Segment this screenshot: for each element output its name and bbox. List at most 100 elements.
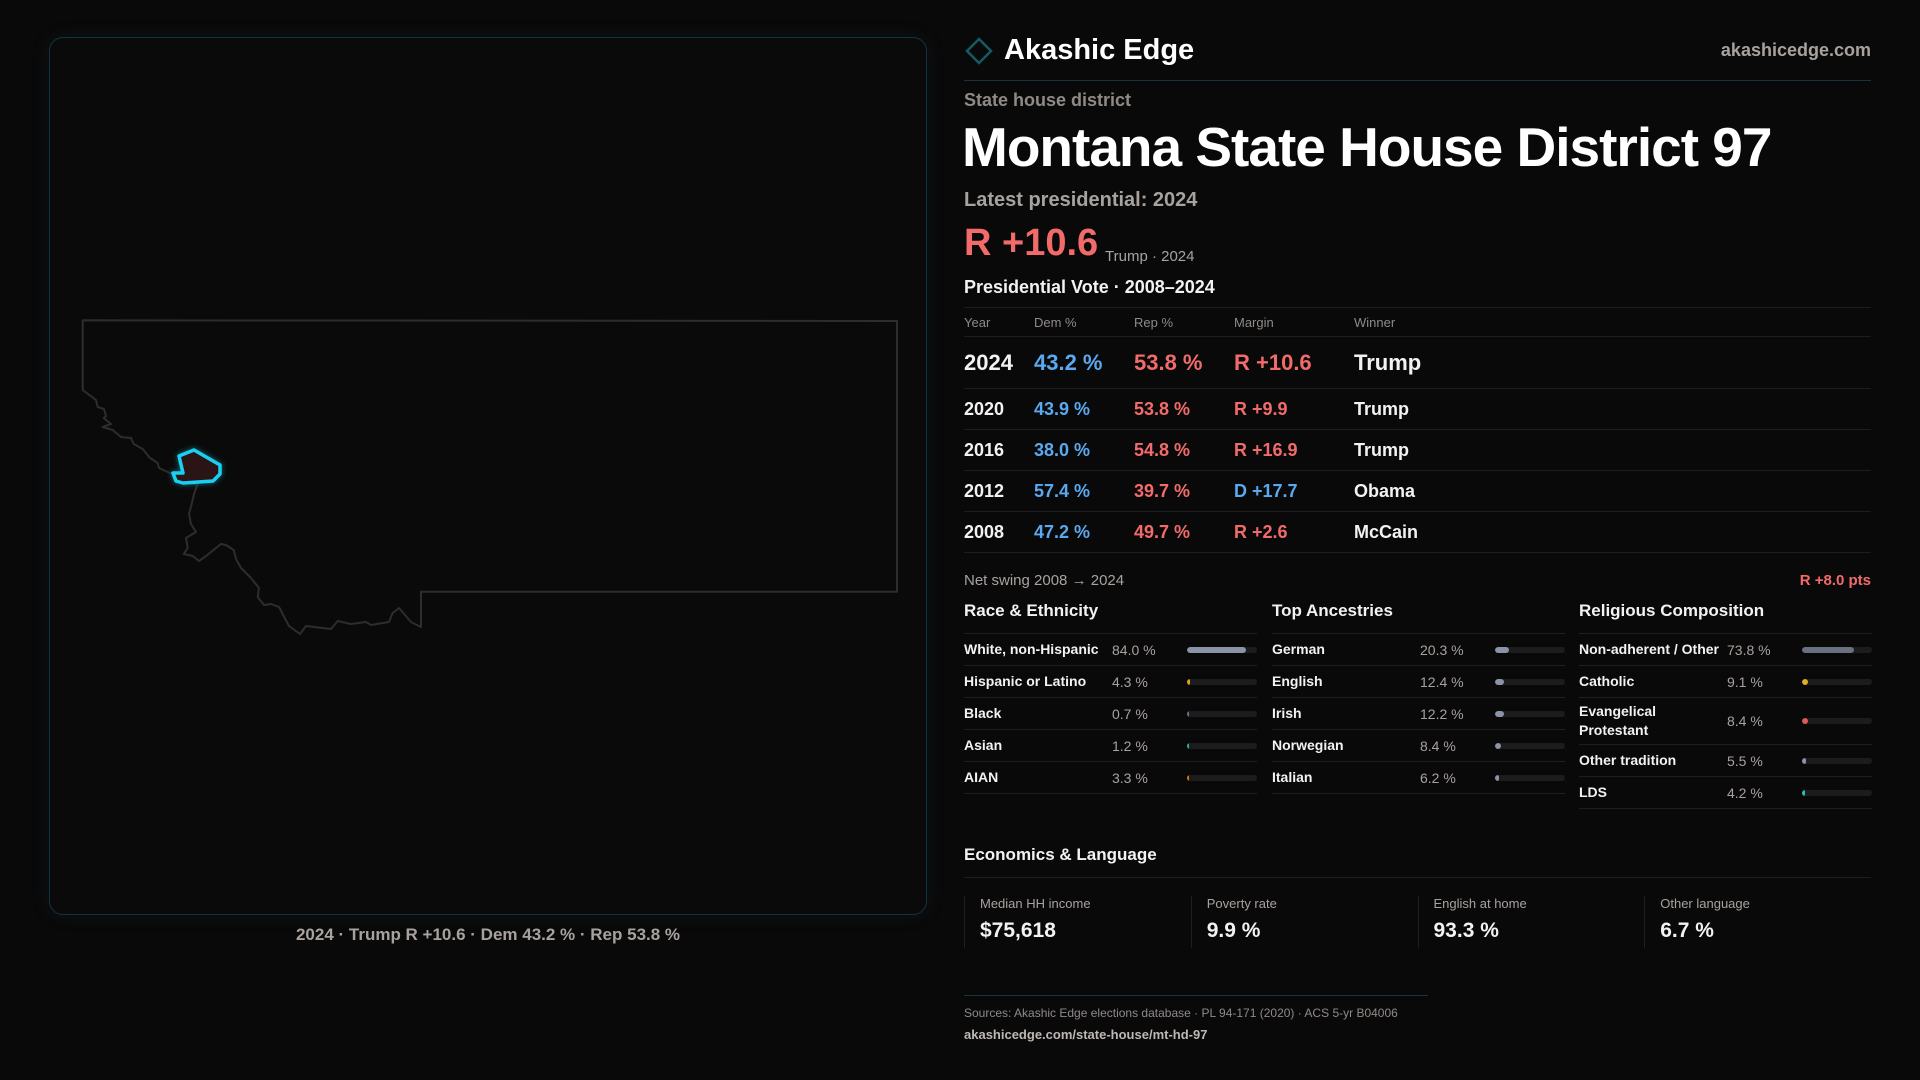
stat-label: Other tradition (1579, 752, 1677, 768)
stat-bar-fill (1802, 678, 1809, 685)
montana-state-outline (81, 319, 898, 635)
year-cell: 2020 (964, 398, 1005, 419)
page-title: Montana State House District 97 (962, 116, 1772, 178)
stat-value: 12.2 % (1420, 705, 1464, 722)
stat-row: Hispanic or Latino 4.3 % (964, 666, 1257, 698)
page-url[interactable]: akashicedge.com/state-house/mt-hd-97 (964, 1027, 1208, 1042)
stat-row: Italian 6.2 % (1272, 762, 1565, 794)
stat-card: Median HH income $75,618 (964, 896, 1191, 948)
stat-card-value: 6.7 % (1660, 919, 1714, 942)
economics-section: Economics & Language Median HH income $75… (964, 845, 1871, 948)
stat-label: Norwegian (1272, 737, 1344, 753)
stat-value: 3.3 % (1112, 769, 1148, 786)
margin-cell: R +2.6 (1234, 521, 1288, 542)
stat-row: LDS 4.2 % (1579, 777, 1872, 809)
stat-value: 8.4 % (1420, 737, 1456, 754)
stat-value: 4.2 % (1727, 784, 1763, 801)
stat-value: 9.1 % (1727, 673, 1763, 690)
col-winner: Winner (1354, 314, 1396, 330)
stat-label: Irish (1272, 705, 1302, 721)
stat-row: AIAN 3.3 % (964, 762, 1257, 794)
district-highlight[interactable] (171, 448, 222, 485)
stat-row: Asian 1.2 % (964, 730, 1257, 762)
stat-card-value: 93.3 % (1433, 919, 1499, 942)
brand-logo[interactable]: Akashic Edge (964, 34, 1194, 67)
stat-row: Catholic 9.1 % (1579, 666, 1872, 698)
stat-bar-fill (1495, 678, 1504, 685)
stat-bar-fill (1187, 774, 1190, 781)
rep-cell: 39.7 % (1134, 480, 1191, 501)
margin-cell: R +10.6 (1234, 349, 1312, 375)
stat-row: Other tradition 5.5 % (1579, 745, 1872, 777)
stat-value: 84.0 % (1112, 641, 1156, 658)
sources-text: Sources: Akashic Edge elections database… (964, 1006, 1398, 1020)
margin-cell: R +16.9 (1234, 439, 1298, 460)
col-rep: Rep % (1134, 314, 1174, 330)
year-cell: 2008 (964, 521, 1005, 542)
winner-cell: Trump (1354, 349, 1422, 375)
stat-label: German (1272, 641, 1325, 657)
dem-cell: 38.0 % (1034, 439, 1091, 460)
stat-label: Evangelical Protestant (1579, 703, 1657, 738)
winner-cell: Trump (1354, 439, 1410, 460)
stat-bar (1495, 678, 1565, 685)
section-title: Religious Composition (1579, 601, 1872, 634)
latest-margin-sub: Trump · 2024 (1105, 248, 1195, 265)
stat-section: Race & Ethnicity White, non-Hispanic 84.0 … (964, 601, 1257, 794)
stat-bar-fill (1187, 742, 1190, 749)
stat-row: German 20.3 % (1272, 634, 1565, 666)
stat-row: Evangelical Protestant 8.4 % (1579, 698, 1872, 745)
stat-bar (1802, 757, 1872, 764)
district-kind: State house district (964, 90, 1132, 110)
vote-table: Year Dem % Rep % Margin Winner 2024 43.2 … (964, 307, 1871, 553)
stat-value: 6.2 % (1420, 769, 1456, 786)
table-row: 2016 38.0 % 54.8 % R +16.9 Trump (964, 430, 1871, 471)
rep-cell: 49.7 % (1134, 521, 1191, 542)
year-cell: 2016 (964, 439, 1005, 460)
year-cell: 2024 (964, 349, 1013, 375)
stat-value: 73.8 % (1727, 641, 1771, 658)
map-caption: 2024 · Trump R +10.6 · Dem 43.2 % · Rep … (295, 925, 681, 944)
stat-card-label: Median HH income (980, 896, 1091, 911)
economics-title: Economics & Language (964, 845, 1871, 878)
stat-label: Asian (964, 737, 1003, 753)
stat-bar-fill (1187, 646, 1246, 653)
stat-row: Irish 12.2 % (1272, 698, 1565, 730)
stat-bar-fill (1802, 646, 1854, 653)
stat-card-value: $75,618 (980, 919, 1056, 942)
district-map[interactable] (50, 38, 928, 916)
stat-label: LDS (1579, 784, 1607, 800)
rep-cell: 53.8 % (1134, 349, 1203, 375)
stat-bar-fill (1495, 646, 1510, 653)
section-title: Race & Ethnicity (964, 601, 1257, 634)
margin-cell: D +17.7 (1234, 480, 1298, 501)
stat-row: Norwegian 8.4 % (1272, 730, 1565, 762)
stat-row: White, non-Hispanic 84.0 % (964, 634, 1257, 666)
net-swing-value: R +8.0 pts (1799, 572, 1871, 589)
stat-bar-fill (1495, 742, 1501, 749)
year-cell: 2012 (964, 480, 1005, 501)
winner-cell: Trump (1354, 398, 1410, 419)
dem-cell: 47.2 % (1034, 521, 1091, 542)
table-row: 2008 47.2 % 49.7 % R +2.6 McCain (964, 512, 1871, 553)
stat-section: Top Ancestries German 20.3 % English 12.4 % I… (1272, 601, 1565, 794)
stat-card-value: 9.9 % (1206, 919, 1261, 942)
stat-bar (1187, 774, 1257, 781)
site-link[interactable]: akashicedge.com (1720, 40, 1871, 60)
stat-bar-fill (1495, 774, 1500, 781)
table-row: 2012 57.4 % 39.7 % D +17.7 Obama (964, 471, 1871, 512)
stat-row: Non-adherent / Other 73.8 % (1579, 634, 1872, 666)
map-panel[interactable] (49, 37, 927, 915)
stat-bar-fill (1187, 710, 1190, 717)
stat-bar-fill (1495, 710, 1504, 717)
stat-bar-fill (1802, 757, 1806, 764)
stat-bar (1802, 718, 1872, 724)
section-title: Top Ancestries (1272, 601, 1565, 634)
stat-bar (1495, 710, 1565, 717)
stat-bar (1187, 678, 1257, 685)
latest-presidential: Latest presidential: 2024 (964, 189, 1198, 211)
stat-bar-fill (1802, 789, 1805, 796)
table-row: 2024 43.2 % 53.8 % R +10.6 Trump (964, 337, 1871, 389)
stat-card-label: Other language (1660, 896, 1750, 911)
stat-bar (1495, 774, 1565, 781)
